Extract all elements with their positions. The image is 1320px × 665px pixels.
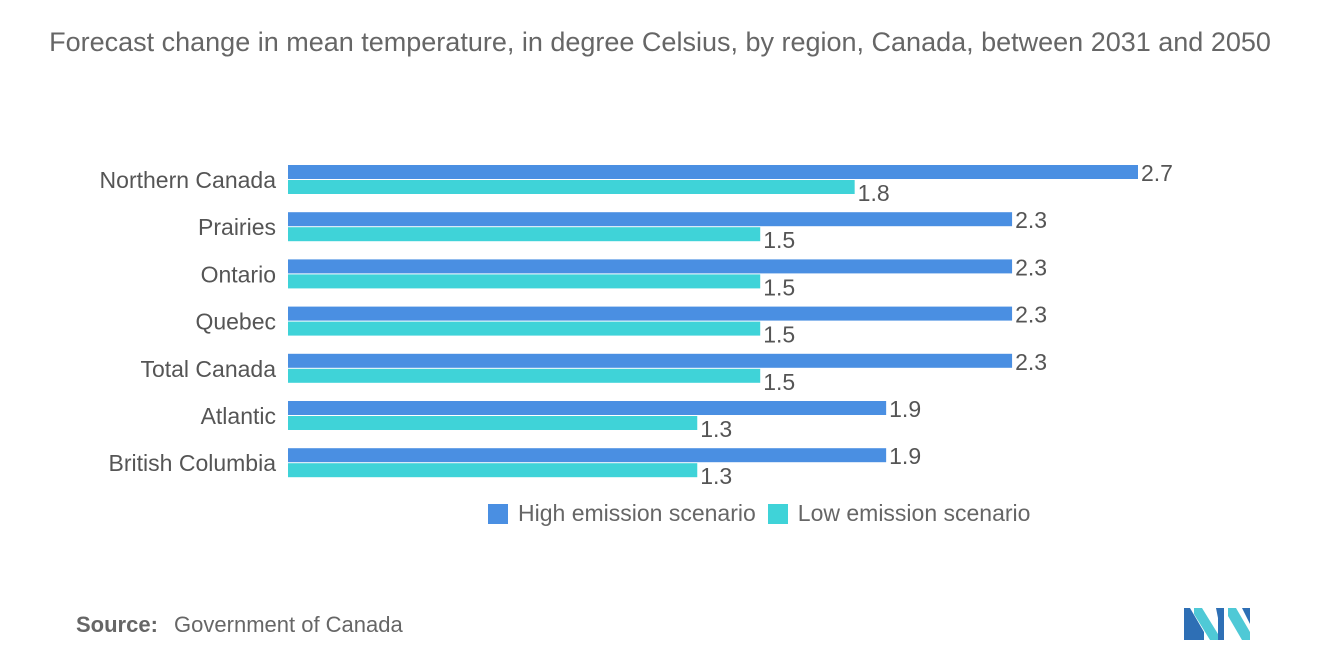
category-label: Prairies bbox=[198, 214, 276, 240]
bar-low-emission[interactable] bbox=[288, 274, 761, 289]
bar-high-emission[interactable] bbox=[288, 165, 1138, 179]
data-label-low: 1.5 bbox=[763, 274, 795, 300]
data-label-high: 2.3 bbox=[1015, 254, 1047, 280]
bar-low-emission[interactable] bbox=[288, 227, 761, 242]
data-label-low: 1.5 bbox=[763, 227, 795, 253]
bar-high-emission[interactable] bbox=[288, 401, 887, 415]
bar-low-emission[interactable] bbox=[288, 321, 761, 336]
data-label-low: 1.5 bbox=[763, 369, 795, 395]
source-text: Government of Canada bbox=[174, 612, 403, 637]
bar-high-emission[interactable] bbox=[288, 306, 1013, 321]
chart-title: Forecast change in mean temperature, in … bbox=[49, 27, 1271, 57]
bar-low-emission[interactable] bbox=[288, 416, 698, 430]
data-label-high: 1.9 bbox=[889, 443, 921, 469]
category-label: Ontario bbox=[201, 261, 276, 287]
bar-low-emission[interactable] bbox=[288, 463, 698, 478]
bar-chart: Northern Canada 2.7 1.8 Prairies 2.3 1.5 Ontar… bbox=[100, 160, 1173, 489]
legend-item-high[interactable]: High emission scenario bbox=[488, 500, 756, 527]
category-label: Northern Canada bbox=[100, 167, 277, 193]
category-label: British Columbia bbox=[109, 450, 277, 476]
legend-label-low: Low emission scenario bbox=[797, 500, 1031, 526]
data-label-high: 2.3 bbox=[1015, 302, 1047, 328]
bar-high-emission[interactable] bbox=[288, 212, 1013, 227]
category-label: Total Canada bbox=[140, 356, 276, 382]
data-label-high: 1.9 bbox=[889, 396, 921, 422]
source-label: Source: bbox=[76, 612, 158, 637]
data-label-low: 1.5 bbox=[763, 322, 795, 348]
bar-low-emission[interactable] bbox=[288, 368, 761, 383]
bar-high-emission[interactable] bbox=[288, 448, 887, 463]
data-label-low: 1.3 bbox=[700, 416, 732, 442]
legend-swatch-high bbox=[488, 503, 508, 524]
bar-high-emission[interactable] bbox=[288, 259, 1013, 274]
data-label-high: 2.3 bbox=[1015, 207, 1047, 233]
bar-low-emission[interactable] bbox=[288, 180, 855, 194]
bar-high-emission[interactable] bbox=[288, 353, 1013, 368]
source-note: Source: Government of Canada bbox=[76, 612, 403, 638]
data-label-low: 1.8 bbox=[858, 180, 890, 206]
chart-legend: High emission scenario Low emission scen… bbox=[488, 500, 1042, 527]
legend-label-high: High emission scenario bbox=[518, 500, 756, 526]
legend-item-low[interactable]: Low emission scenario bbox=[767, 500, 1031, 527]
category-label: Quebec bbox=[195, 309, 276, 335]
mordor-intelligence-logo-icon bbox=[1184, 608, 1250, 640]
data-label-high: 2.7 bbox=[1141, 160, 1173, 186]
legend-swatch-low bbox=[767, 503, 788, 524]
category-label: Atlantic bbox=[201, 403, 276, 429]
data-label-high: 2.3 bbox=[1015, 349, 1047, 375]
data-label-low: 1.3 bbox=[700, 463, 732, 489]
